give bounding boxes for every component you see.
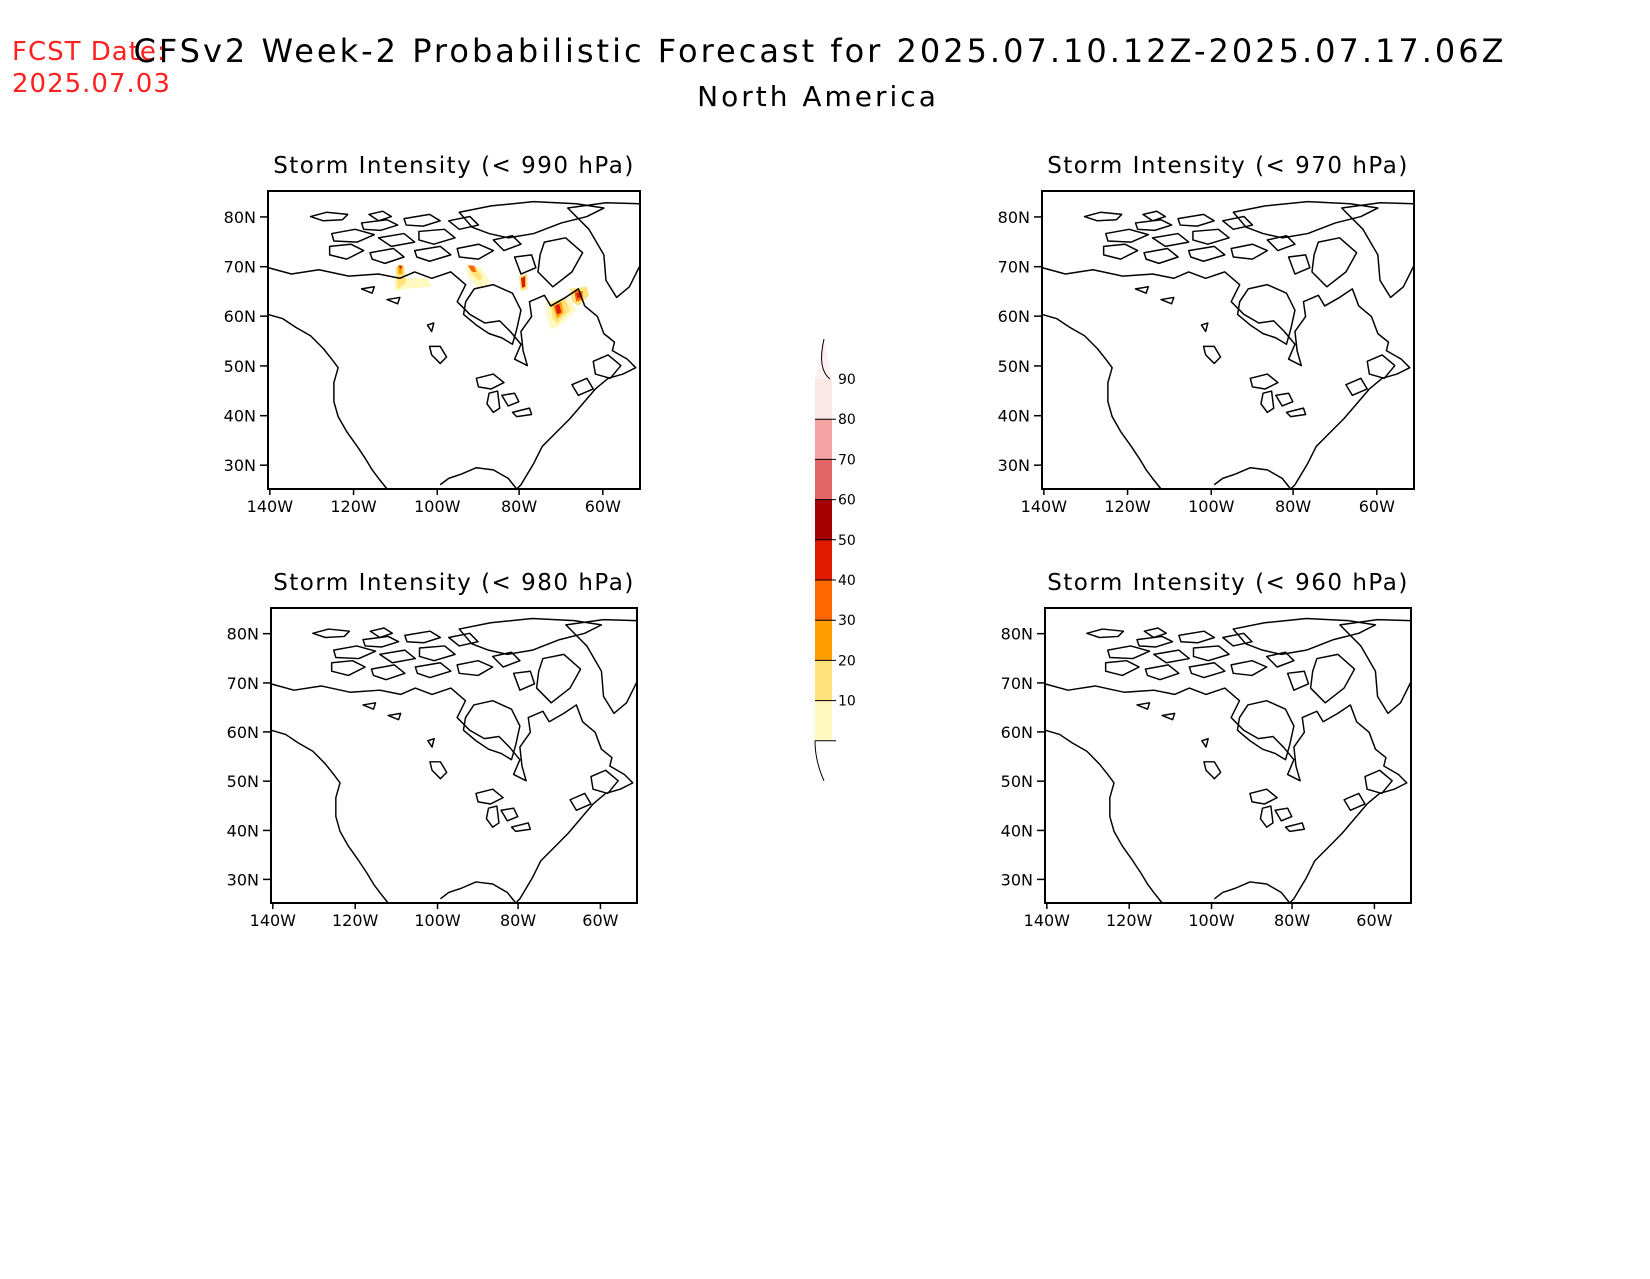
colorbar-label: 40 <box>838 573 856 589</box>
colorbar-top-edge <box>821 338 831 380</box>
lon-tick-label: 60W <box>582 911 618 930</box>
lon-tick-label: 140W <box>1024 911 1071 930</box>
colorbar-label: 50 <box>838 533 856 549</box>
lat-tick-label: 30N <box>998 456 1030 475</box>
lat-tick-label: 70N <box>1001 674 1033 693</box>
lon-tick-label: 120W <box>330 497 377 516</box>
subtitle: North America <box>697 80 939 113</box>
colorbar-segment <box>815 620 832 661</box>
map-panel-1: Storm Intensity (< 990 hPa) 80N 70N 60N 50N 4… <box>224 153 641 516</box>
lat-tick-label: 40N <box>1001 821 1033 840</box>
coastline-map <box>1044 608 1412 904</box>
lat-tick-label: 60N <box>998 307 1030 326</box>
lon-tick-label: 100W <box>414 497 461 516</box>
coastline-map <box>270 608 638 904</box>
lat-tick-label: 50N <box>998 357 1030 376</box>
colorbar-label: 80 <box>838 412 856 428</box>
lon-tick-label: 100W <box>414 911 461 930</box>
panel-title: Storm Intensity (< 980 hPa) <box>273 570 635 596</box>
lon-tick-label: 80W <box>1274 911 1310 930</box>
lat-tick-label: 40N <box>227 821 259 840</box>
panel-title: Storm Intensity (< 960 hPa) <box>1047 570 1409 596</box>
map-panel-2: Storm Intensity (< 970 hPa) 80N 70N 60N 50N 4… <box>998 153 1415 516</box>
lat-tick-label: 30N <box>227 870 259 889</box>
lat-tick-label: 30N <box>1001 870 1033 889</box>
lat-tick-label: 40N <box>224 407 256 426</box>
lon-tick-label: 100W <box>1188 911 1235 930</box>
colorbar-label: 90 <box>838 372 856 388</box>
colorbar-segment <box>815 539 832 580</box>
lat-tick-label: 50N <box>224 357 256 376</box>
colorbar-label: 10 <box>838 694 856 710</box>
lon-tick-label: 120W <box>332 911 379 930</box>
lat-tick-label: 60N <box>1001 723 1033 742</box>
lat-tick-label: 40N <box>998 407 1030 426</box>
lon-tick-label: 120W <box>1106 911 1153 930</box>
probability-colorbar: 90 80 70 60 50 40 30 20 10 <box>814 338 856 782</box>
panel-title: Storm Intensity (< 990 hPa) <box>273 153 635 179</box>
map-frame <box>1041 190 1415 490</box>
lon-tick-label: 80W <box>500 911 536 930</box>
lat-tick-label: 50N <box>227 772 259 791</box>
colorbar-segment <box>815 660 832 701</box>
colorbar-label: 20 <box>838 653 856 669</box>
colorbar-segment <box>815 580 832 621</box>
panel-title: Storm Intensity (< 970 hPa) <box>1047 153 1409 179</box>
colorbar-bottom-edge <box>814 740 825 782</box>
main-title: CFSv2 Week-2 Probabilistic Forecast for … <box>133 32 1506 70</box>
lat-tick-label: 70N <box>998 258 1030 277</box>
lon-tick-label: 140W <box>250 911 297 930</box>
lon-tick-label: 60W <box>1356 911 1392 930</box>
colorbar-top-cap <box>815 339 832 379</box>
lon-tick-label: 80W <box>1275 497 1311 516</box>
colorbar-label: 30 <box>838 613 856 629</box>
lat-tick-label: 80N <box>998 208 1030 227</box>
colorbar-segment <box>815 379 832 420</box>
lat-tick-label: 80N <box>1001 625 1033 644</box>
fcst-date-label: FCST Date: <box>12 37 167 67</box>
lon-tick-label: 140W <box>1021 497 1068 516</box>
lon-tick-label: 80W <box>501 497 537 516</box>
map-panels: Storm Intensity (< 990 hPa) 80N 70N 60N 50N 4… <box>224 153 1415 930</box>
colorbar-segment <box>815 499 832 540</box>
lon-tick-label: 60W <box>585 497 621 516</box>
map-frame <box>267 190 641 490</box>
lat-tick-label: 60N <box>227 723 259 742</box>
map-panel-4: Storm Intensity (< 960 hPa) 80N 70N 60N 50N 4… <box>1001 570 1412 930</box>
lat-tick-label: 70N <box>224 258 256 277</box>
lat-tick-label: 80N <box>227 625 259 644</box>
lat-tick-label: 80N <box>224 208 256 227</box>
coastline-map <box>1041 191 1415 490</box>
lon-tick-label: 120W <box>1104 497 1151 516</box>
lat-tick-label: 50N <box>1001 772 1033 791</box>
probability-shading <box>393 265 589 330</box>
lon-tick-label: 60W <box>1359 497 1395 516</box>
map-panel-3: Storm Intensity (< 980 hPa) 80N 70N 60N 50N 4… <box>227 570 638 930</box>
lon-tick-label: 140W <box>247 497 294 516</box>
lon-tick-label: 100W <box>1188 497 1235 516</box>
colorbar-segment <box>815 419 832 460</box>
colorbar-label: 70 <box>838 452 856 468</box>
lat-tick-label: 30N <box>224 456 256 475</box>
lat-tick-label: 70N <box>227 674 259 693</box>
coastline-map <box>267 191 641 490</box>
lat-tick-label: 60N <box>224 307 256 326</box>
colorbar-label: 60 <box>838 493 856 509</box>
map-frame <box>270 607 638 904</box>
colorbar-segment <box>815 700 832 741</box>
colorbar-segment <box>815 459 832 500</box>
map-frame <box>1044 607 1412 904</box>
fcst-date-value: 2025.07.03 <box>12 69 171 99</box>
